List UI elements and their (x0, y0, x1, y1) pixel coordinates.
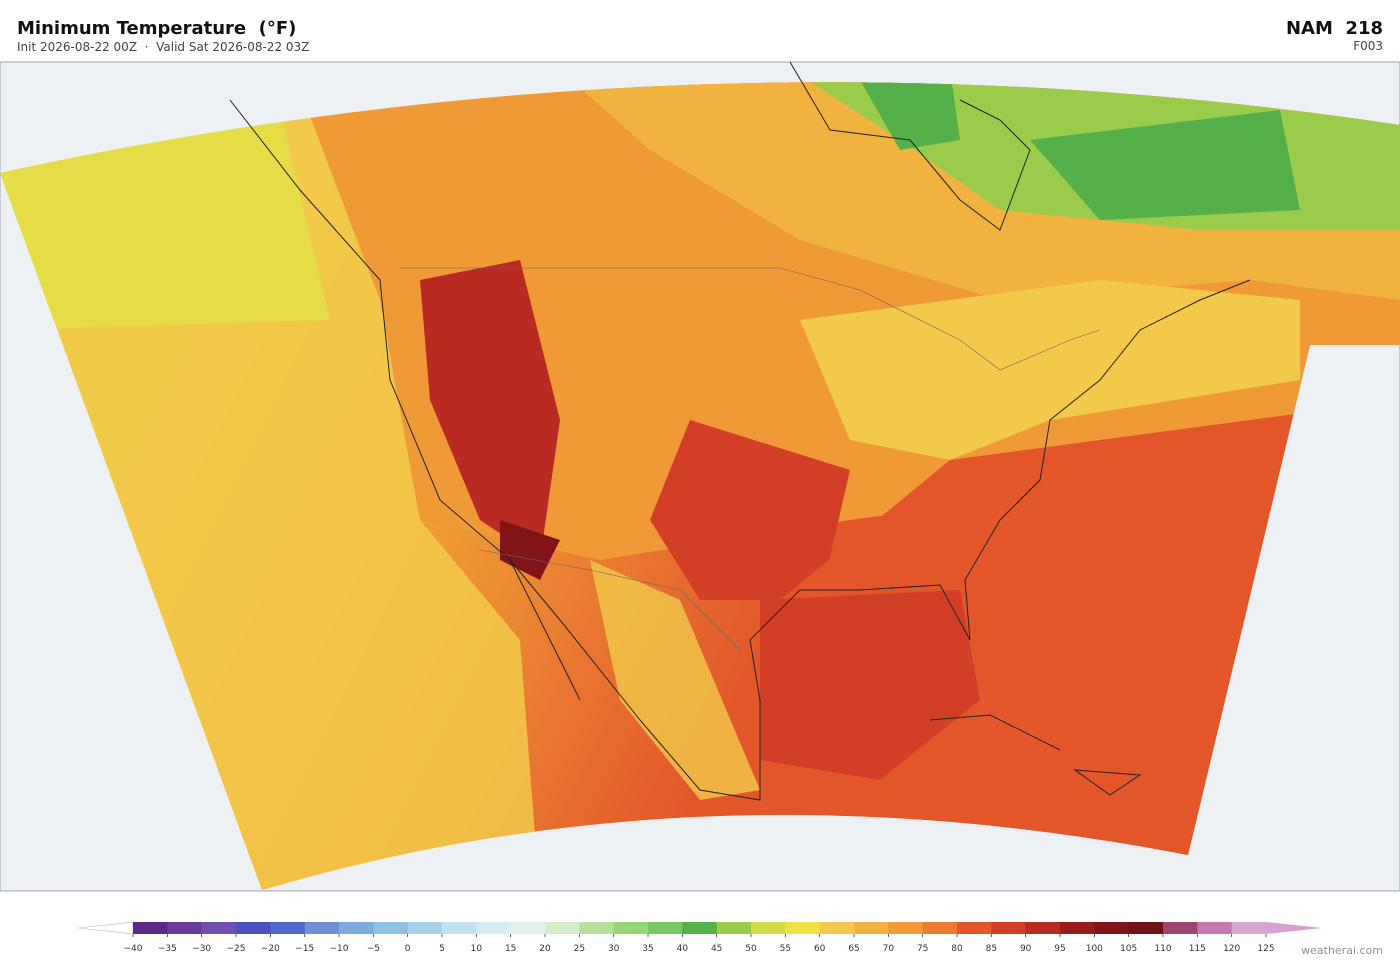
colorbar-bin (133, 922, 168, 934)
colorbar-tick-label: 115 (1189, 944, 1206, 954)
colorbar-tick-label: 125 (1257, 944, 1274, 954)
colorbar-under (77, 921, 134, 935)
colorbar-tick-label: −5 (367, 944, 380, 954)
colorbar-tick-label: −20 (261, 944, 280, 954)
colorbar-tick-label: 30 (608, 944, 620, 954)
colorbar-bin (613, 922, 649, 934)
subtitle: Init 2026-08-22 00Z · Valid Sat 2026-08-… (17, 40, 309, 54)
colorbar-tick-label: 95 (1054, 944, 1065, 954)
colorbar-bin (957, 922, 992, 934)
colorbar-bin (407, 922, 443, 934)
colorbar-tick-label: 35 (642, 944, 653, 954)
colorbar: −40 −35 −30 −25 −20 −15 −10 −5 0 5 10 15 20 25 30 35 40 4… (77, 921, 1322, 954)
colorbar-bin (270, 922, 306, 934)
colorbar-tick-label: 75 (917, 944, 928, 954)
colorbar-tick-label: 0 (405, 944, 411, 954)
colorbar-bin (1094, 922, 1130, 934)
colorbar-tick-label: −35 (158, 944, 177, 954)
colorbar-tick-label: 15 (505, 944, 516, 954)
colorbar-tick-label: 5 (439, 944, 445, 954)
model-label: NAM 218 (1286, 18, 1383, 39)
colorbar-tick-label: 85 (986, 944, 997, 954)
colorbar-tick-label: 55 (780, 944, 791, 954)
colorbar-tick-label: 60 (814, 944, 826, 954)
colorbar-bin (854, 922, 889, 934)
colorbar-bin (682, 922, 718, 934)
colorbar-tick-label: 25 (574, 944, 585, 954)
colorbar-tick-label: −25 (227, 944, 246, 954)
colorbar-tick-label: −10 (330, 944, 349, 954)
colorbar-bin (373, 922, 409, 934)
colorbar-tick-label: −15 (295, 944, 314, 954)
colorbar-bin (442, 922, 477, 934)
colorbar-bin (579, 922, 615, 934)
colorbar-tick-label: 80 (951, 944, 963, 954)
colorbar-bin (991, 922, 1027, 934)
colorbar-bin (716, 922, 752, 934)
colorbar-bin (1060, 922, 1095, 934)
colorbar-tick-label: 100 (1086, 944, 1103, 954)
colorbar-bin (888, 922, 924, 934)
forecast-hour: F003 (1353, 39, 1383, 53)
colorbar-tick-label: 105 (1120, 944, 1137, 954)
colorbar-tick-label: 10 (471, 944, 483, 954)
colorbar-bin (510, 922, 546, 934)
colorbar-tick-label: 90 (1020, 944, 1032, 954)
borders (400, 267, 1101, 651)
colorbar-bin (167, 922, 203, 934)
colorbar-tick-label: 110 (1154, 944, 1171, 954)
colorbar-bin (339, 922, 374, 934)
title: Minimum Temperature (°F) (17, 18, 296, 39)
colorbar-bin (751, 922, 786, 934)
colorbar-bin (476, 922, 512, 934)
colorbar-tick-label: −30 (192, 944, 211, 954)
colorbar-bin (304, 922, 340, 934)
colorbar-bin (1231, 922, 1267, 934)
colorbar-bin (819, 922, 855, 934)
colorbar-tick-label: 65 (848, 944, 859, 954)
colorbar-bin (922, 922, 958, 934)
watermark: weatherai.com (1301, 944, 1383, 957)
colorbar-tick-label: 50 (745, 944, 757, 954)
colorbar-bin (785, 922, 821, 934)
colorbar-bin (1197, 922, 1233, 934)
colorbar-bin (1128, 922, 1164, 934)
colorbar-over (1266, 922, 1322, 934)
colorbar-tick-label: 20 (539, 944, 551, 954)
colorbar-bin (545, 922, 580, 934)
colorbar-bin (1163, 922, 1198, 934)
colorbar-tick-label: 45 (711, 944, 722, 954)
colorbar-tick-label: 40 (677, 944, 689, 954)
colorbar-bin (1025, 922, 1061, 934)
colorbar-bin (201, 922, 237, 934)
coastlines (229, 61, 1251, 801)
colorbar-tick-label: −40 (124, 944, 143, 954)
colorbar-bin (236, 922, 271, 934)
colorbar-bin (648, 922, 683, 934)
colorbar-tick-label: 120 (1223, 944, 1240, 954)
colorbar-tick-label: 70 (883, 944, 895, 954)
